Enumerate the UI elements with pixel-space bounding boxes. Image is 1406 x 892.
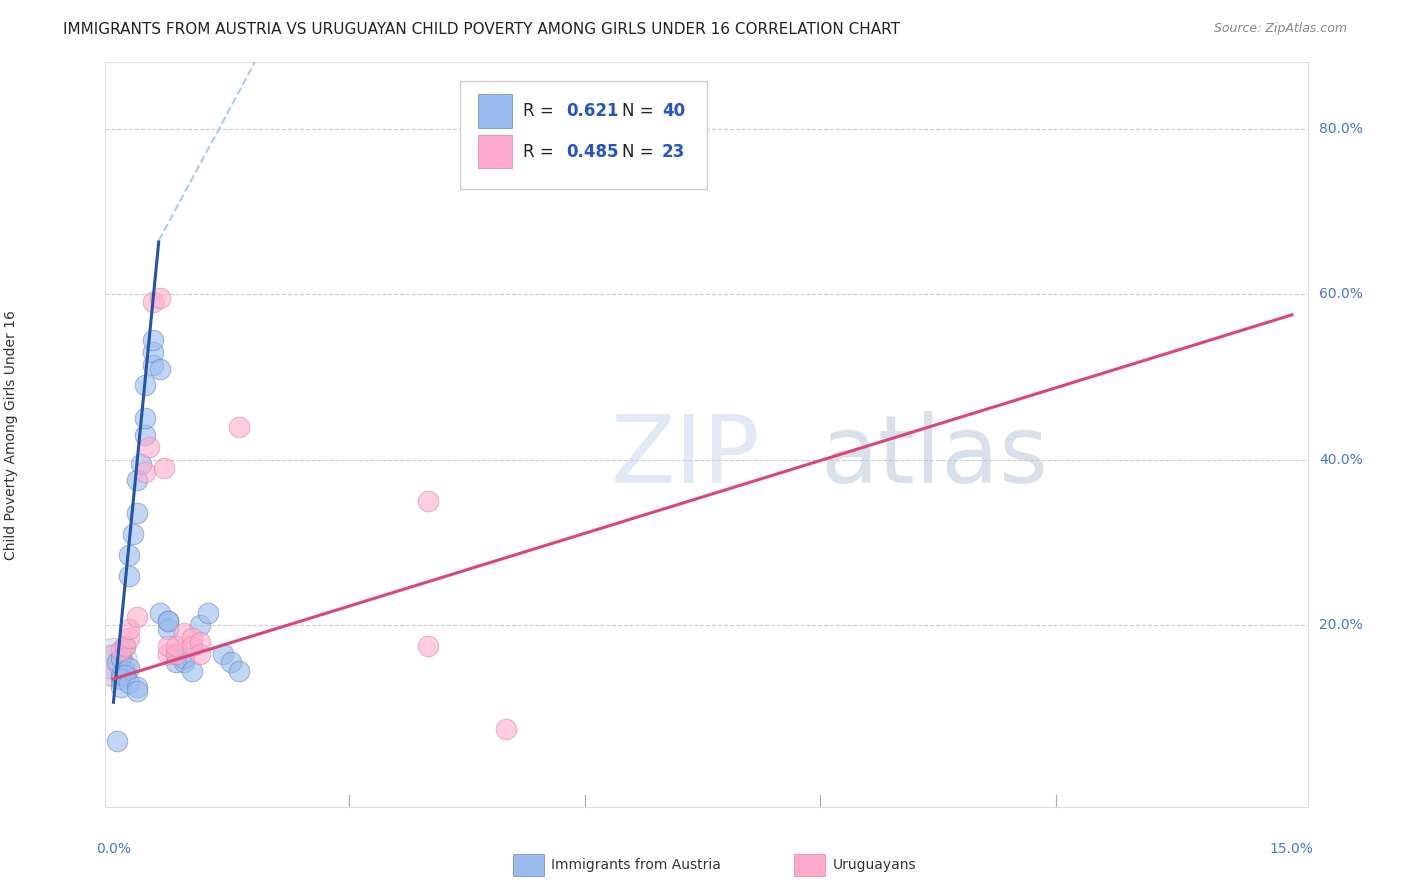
Text: atlas: atlas <box>821 411 1049 503</box>
Point <box>149 291 172 305</box>
Point <box>165 639 187 653</box>
Point <box>416 639 439 653</box>
Text: 0.0%: 0.0% <box>96 842 131 856</box>
Text: N =: N = <box>623 102 654 120</box>
Point <box>114 664 136 678</box>
Point <box>134 378 156 392</box>
Point <box>103 657 125 672</box>
Point <box>110 651 132 665</box>
Point <box>142 358 165 372</box>
Text: Uruguayans: Uruguayans <box>832 858 915 872</box>
Point <box>165 647 187 661</box>
Text: R =: R = <box>523 143 554 161</box>
Text: IMMIGRANTS FROM AUSTRIA VS URUGUAYAN CHILD POVERTY AMONG GIRLS UNDER 16 CORRELAT: IMMIGRANTS FROM AUSTRIA VS URUGUAYAN CHI… <box>63 22 900 37</box>
Point <box>142 333 165 347</box>
Text: 0.485: 0.485 <box>565 143 619 161</box>
Text: Immigrants from Austria: Immigrants from Austria <box>551 858 721 872</box>
Point <box>110 672 132 686</box>
Point <box>134 428 156 442</box>
Text: Child Poverty Among Girls Under 16: Child Poverty Among Girls Under 16 <box>4 310 18 560</box>
Point <box>110 643 132 657</box>
Point <box>188 618 211 632</box>
Point <box>114 668 136 682</box>
Point <box>105 734 128 748</box>
Point <box>103 656 125 670</box>
Point <box>103 656 125 670</box>
Point <box>495 722 517 736</box>
Point <box>118 631 141 645</box>
Text: 20.0%: 20.0% <box>1319 618 1362 632</box>
FancyBboxPatch shape <box>478 135 512 169</box>
Point <box>173 626 195 640</box>
Text: 80.0%: 80.0% <box>1319 121 1364 136</box>
Point <box>188 647 211 661</box>
FancyBboxPatch shape <box>478 95 512 128</box>
Point <box>134 465 156 479</box>
Text: ZIP: ZIP <box>610 411 761 503</box>
Point <box>125 684 148 698</box>
Point <box>134 411 156 425</box>
Point <box>180 664 202 678</box>
Point <box>157 639 180 653</box>
Point <box>157 647 180 661</box>
Point <box>173 656 195 670</box>
Point <box>173 651 195 665</box>
Point <box>105 656 128 670</box>
Point <box>180 639 202 653</box>
Text: 15.0%: 15.0% <box>1270 842 1313 856</box>
Point <box>212 647 235 661</box>
Point <box>153 461 176 475</box>
Point <box>125 507 148 521</box>
Point <box>157 614 180 628</box>
Point <box>138 440 160 454</box>
Point <box>110 668 132 682</box>
Point <box>118 568 141 582</box>
Point <box>228 419 250 434</box>
Point <box>228 664 250 678</box>
Text: 60.0%: 60.0% <box>1319 287 1364 301</box>
Point <box>125 680 148 694</box>
Point <box>149 606 172 620</box>
Point <box>197 606 219 620</box>
Text: 0.621: 0.621 <box>565 102 619 120</box>
Point <box>118 623 141 637</box>
Point <box>129 457 152 471</box>
Text: N =: N = <box>623 143 654 161</box>
Point <box>142 345 165 359</box>
Point <box>149 361 172 376</box>
Point <box>118 676 141 690</box>
Point <box>142 295 165 310</box>
Point <box>122 527 145 541</box>
Point <box>118 548 141 562</box>
Point <box>125 474 148 488</box>
Text: 40: 40 <box>662 102 685 120</box>
Point <box>165 647 187 661</box>
Point <box>219 656 242 670</box>
Point <box>125 610 148 624</box>
Point <box>118 661 141 675</box>
Point <box>110 680 132 694</box>
Text: 23: 23 <box>662 143 685 161</box>
Point <box>180 631 202 645</box>
Text: Source: ZipAtlas.com: Source: ZipAtlas.com <box>1213 22 1347 36</box>
Text: 40.0%: 40.0% <box>1319 452 1362 467</box>
Point <box>188 634 211 648</box>
Point <box>114 639 136 653</box>
Point <box>114 639 136 653</box>
Point <box>416 494 439 508</box>
Point <box>157 623 180 637</box>
Text: R =: R = <box>523 102 554 120</box>
FancyBboxPatch shape <box>460 81 707 189</box>
Point <box>157 614 180 628</box>
Point <box>165 656 187 670</box>
